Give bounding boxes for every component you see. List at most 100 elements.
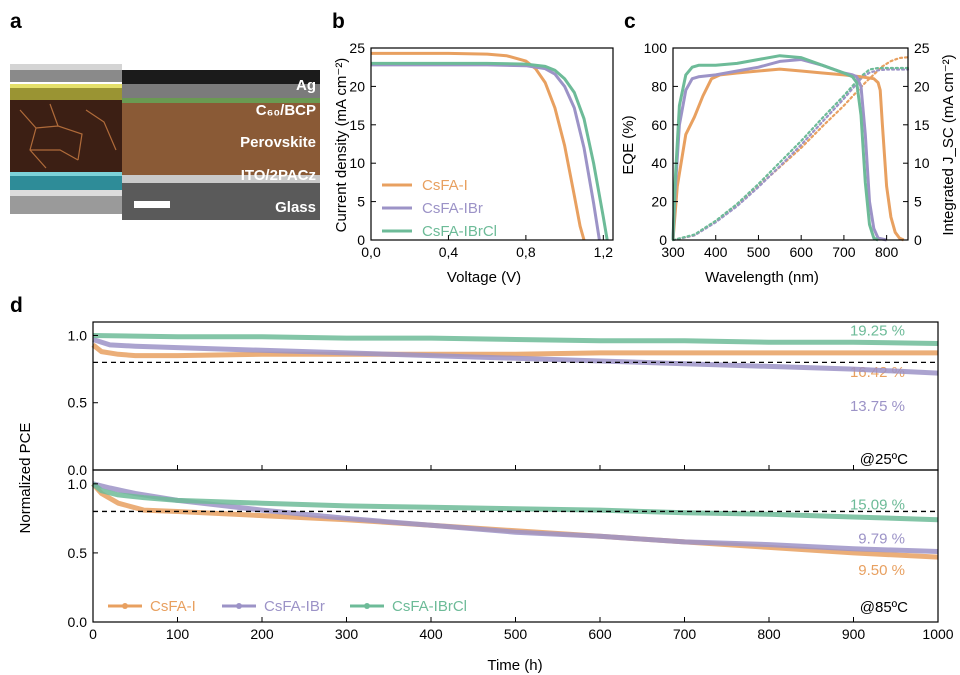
stability-legend: CsFA-I CsFA-IBr CsFA-IBrCl [108,598,467,615]
jv-xtick-label: 0,8 [516,244,536,260]
condition-label-25c: @25ºC [860,451,908,468]
jv-xtick-label: 0,4 [439,244,459,260]
stability-y-axis-label: Normalized PCE [17,423,34,534]
eqe-curve-csfa-ibrcl [671,54,879,242]
jv-ytick-label: 20 [349,78,365,94]
jv-curve-csfa-ibrcl [371,61,609,241]
stability-25c-pce-label-csfa-ibr: 13.75 % [850,398,905,415]
eqe-ytick-label: 40 [651,155,667,171]
panel-d-label: d [10,294,23,317]
layer-label-c60-bcp: C₆₀/BCP [256,102,316,119]
panel-c-label: c [624,10,636,33]
eqe-right-ytick-label: 10 [914,155,930,171]
eqe-right-axis-label: Integrated J_SC (mA cm⁻²) [940,54,957,235]
stability-85c-xtick-label: 400 [419,626,443,642]
jv-ytick-label: 0 [357,232,365,248]
stability-85c-xtick-label: 700 [673,626,697,642]
stability-25c-curve-csfa-ibrcl [92,333,939,346]
eqe-right-ytick-label: 15 [914,117,930,133]
eqe-right-ytick-label: 5 [914,194,922,210]
sem-cross-section-image [122,70,320,220]
stability-85c-curve-csfa-ibr [92,481,939,554]
legend-label-csfa-ibr: CsFA-IBr [422,200,483,217]
stability-85c-xtick-label: 0 [89,626,97,642]
scale-bar [134,201,170,208]
stability-plot: 16.42 %13.75 %19.25 %0.00.51.09.50 %9.79… [68,321,954,642]
stability-85c-xtick-label: 900 [842,626,866,642]
stability-legend-label-csfa-ibrcl: CsFA-IBrCl [392,598,467,615]
stability-25c-ytick-label: 1.0 [68,327,88,343]
glass-layer-shape [10,196,122,214]
layer-label-ag: Ag [296,77,316,94]
stability-85c-xtick-label: 100 [166,626,190,642]
eqe-curve-csfa-ibr [671,58,887,242]
stability-85c-xtick-label: 600 [588,626,612,642]
integrated-jsc-curve-csfa-ibr [671,68,910,242]
stability-legend-marker-csfa-ibrcl [364,603,370,609]
jv-ytick-label: 5 [357,194,365,210]
stability-legend-label-csfa-ibr: CsFA-IBr [264,598,325,615]
stability-legend-marker-csfa-i [122,603,128,609]
eqe-x-axis-label: Wavelength (nm) [705,269,819,286]
layer-label-glass: Glass [275,199,316,216]
condition-label-85c: @85ºC [860,599,908,616]
eqe-ytick-label: 80 [651,78,667,94]
c60-top-face [10,84,122,88]
layer-label-perovskite: Perovskite [240,134,316,151]
eqe-xtick-label: 400 [704,244,728,260]
eqe-right-ytick-label: 20 [914,78,930,94]
sem-ito-region [122,175,320,183]
eqe-plot: 300 400 500 600 700 800 0 20 40 60 80 100 0 5 10 15 20 25 [644,40,930,260]
integrated-jsc-curve-csfa-ibrcl [671,66,910,242]
device-stack-illustration [10,64,122,214]
layer-label-ito-2pacz: ITO/2PACz [241,167,316,184]
stability-85c-xtick-label: 200 [250,626,274,642]
eqe-right-ytick-label: 25 [914,40,930,56]
legend-label-csfa-ibrcl: CsFA-IBrCl [422,223,497,240]
eqe-frame [672,47,909,241]
eqe-ytick-label: 20 [651,194,667,210]
stability-25c-curve-csfa-ibr [92,337,939,376]
stability-legend-marker-csfa-ibr [236,603,242,609]
sem-ag-region [122,84,320,98]
jv-x-axis-label: Voltage (V) [447,269,521,286]
eqe-xtick-label: 800 [875,244,899,260]
eqe-ytick-label: 60 [651,117,667,133]
stability-85c-pce-label-csfa-ibr: 9.79 % [858,531,905,548]
stability-85c-xtick-label: 1000 [922,626,953,642]
eqe-ytick-label: 100 [644,40,668,56]
c60-layer-shape [10,88,122,100]
jv-legend: CsFA-I CsFA-IBr CsFA-IBrCl [382,177,497,240]
stability-85c-curve-csfa-ibrcl [91,481,939,523]
jv-ytick-label: 25 [349,40,365,56]
grain-boundaries [19,103,117,169]
eqe-curve-csfa-i [671,67,905,242]
eqe-right-ytick-label: 0 [914,232,922,248]
eqe-y-axis-label: EQE (%) [620,115,637,174]
stability-85c-ytick-label: 0.0 [68,614,88,630]
jv-xtick-label: 1,2 [594,244,614,260]
perovskite-layer-shape [10,100,122,172]
stability-85c-xtick-label: 300 [335,626,359,642]
panel-a-label: a [10,10,22,33]
ito-top-face [10,172,122,176]
eqe-ytick-label: 0 [659,232,667,248]
jv-frame [370,47,614,241]
jv-y-axis-label: Current density (mA cm⁻²) [333,58,350,233]
eqe-xtick-label: 300 [661,244,685,260]
stability-85c-ytick-label: 0.5 [68,545,88,561]
ito-layer-shape [10,176,122,190]
sem-perovskite-region [122,103,320,175]
stability-legend-label-csfa-i: CsFA-I [150,598,196,615]
eqe-xtick-label: 700 [832,244,856,260]
jv-xtick-label: 0,0 [361,244,381,260]
ag-layer-shape [10,70,122,82]
stability-85c-xtick-label: 500 [504,626,528,642]
glass-top-face [10,190,122,196]
stability-85c-pce-label-csfa-ibrcl: 15.09 % [850,497,905,514]
stability-25c-ytick-label: 0.0 [68,462,88,478]
stability-x-axis-label: Time (h) [487,657,542,674]
stability-25c-ytick-label: 0.5 [68,395,88,411]
panel-b-label: b [332,10,345,33]
